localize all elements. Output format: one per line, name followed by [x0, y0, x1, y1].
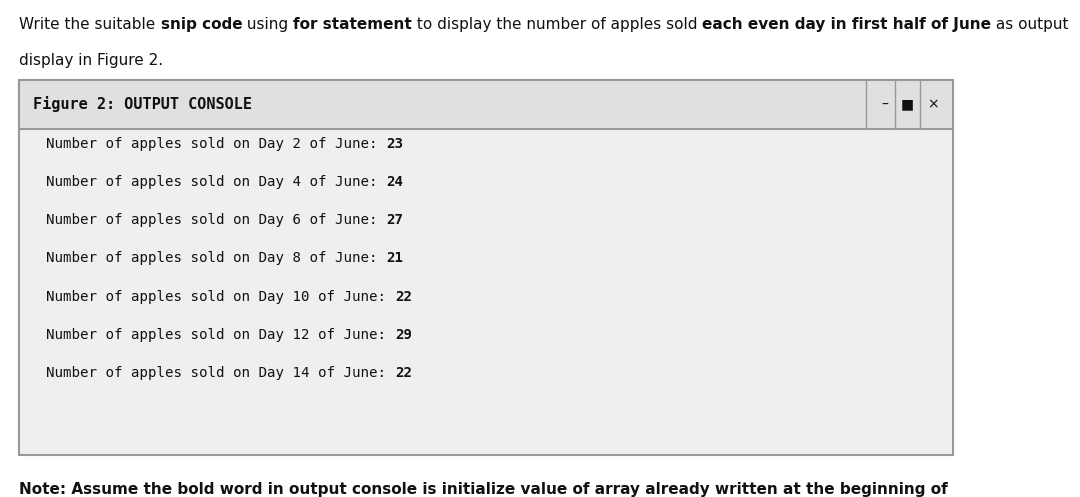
Text: display in Figure 2.: display in Figure 2.	[19, 53, 163, 68]
Text: ×: ×	[928, 97, 939, 111]
Text: Number of apples sold on Day 14 of June:: Number of apples sold on Day 14 of June:	[46, 366, 395, 380]
Text: Figure 2: OUTPUT CONSOLE: Figure 2: OUTPUT CONSOLE	[33, 96, 253, 112]
Text: 22: 22	[395, 290, 411, 304]
Text: Write the suitable: Write the suitable	[19, 17, 161, 32]
Text: for statement: for statement	[293, 17, 411, 32]
Text: 23: 23	[387, 137, 404, 151]
Text: as output: as output	[991, 17, 1069, 32]
Text: –: –	[881, 97, 888, 111]
Text: each even day in first half of June: each even day in first half of June	[702, 17, 991, 32]
Text: Number of apples sold on Day 4 of June:: Number of apples sold on Day 4 of June:	[46, 175, 387, 189]
Text: using: using	[242, 17, 293, 32]
Text: 29: 29	[395, 328, 411, 342]
Text: 22: 22	[395, 366, 411, 380]
Text: ■: ■	[901, 97, 914, 111]
Text: Note: Assume the bold word in output console is initialize value of array alread: Note: Assume the bold word in output con…	[19, 482, 948, 497]
FancyBboxPatch shape	[19, 80, 953, 129]
Text: 24: 24	[387, 175, 404, 189]
Text: Number of apples sold on Day 8 of June:: Number of apples sold on Day 8 of June:	[46, 251, 387, 265]
Text: Number of apples sold on Day 10 of June:: Number of apples sold on Day 10 of June:	[46, 290, 395, 304]
Text: Number of apples sold on Day 12 of June:: Number of apples sold on Day 12 of June:	[46, 328, 395, 342]
Text: snip code: snip code	[161, 17, 242, 32]
Text: Number of apples sold on Day 2 of June:: Number of apples sold on Day 2 of June:	[46, 137, 387, 151]
FancyBboxPatch shape	[19, 80, 953, 455]
Text: 27: 27	[387, 213, 404, 227]
Text: Number of apples sold on Day 6 of June:: Number of apples sold on Day 6 of June:	[46, 213, 387, 227]
Text: 21: 21	[387, 251, 404, 265]
Text: to display the number of apples sold: to display the number of apples sold	[411, 17, 702, 32]
